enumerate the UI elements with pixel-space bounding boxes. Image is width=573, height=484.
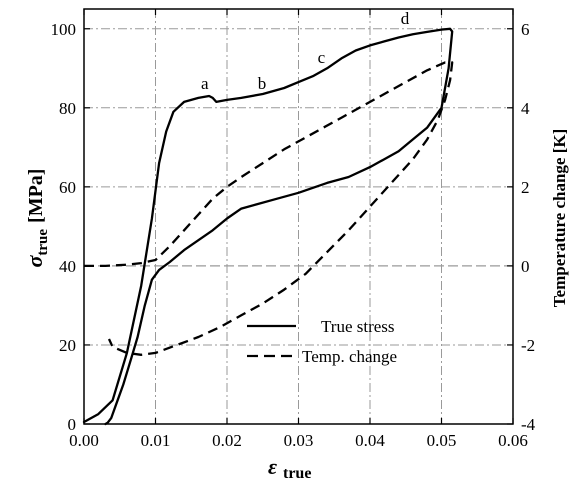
y-left-tick-label-5: 100 [51, 20, 77, 39]
y-left-axis-title: σtrue[MPa] [22, 169, 51, 268]
series-layer [82, 27, 454, 426]
annotation-a: a [201, 74, 209, 93]
y-right-tick-label-2: 0 [521, 257, 530, 276]
y-right-tick-labels: -4 -2 0 2 4 6 [521, 20, 536, 434]
x-axis-title: ε [268, 454, 277, 479]
x-axis-title-subscript: true [283, 465, 311, 482]
y-left-tick-label-3: 60 [59, 178, 76, 197]
y-left-tick-labels: 0 20 40 60 80 100 [51, 20, 77, 434]
x-tick-label-3: 0.03 [284, 431, 314, 450]
x-tick-labels: 0.00 0.01 0.02 0.03 0.04 0.05 0.06 [69, 431, 528, 450]
series-line-temp-change [84, 61, 454, 356]
ticks [83, 9, 514, 425]
x-tick-label-1: 0.01 [141, 431, 171, 450]
y-right-tick-label-1: -2 [521, 336, 535, 355]
annotations: a b c d [201, 9, 410, 93]
y-right-tick-label-3: 2 [521, 178, 530, 197]
legend: True stress Temp. change [247, 317, 397, 366]
x-tick-label-6: 0.06 [498, 431, 528, 450]
y-left-tick-label-0: 0 [68, 415, 77, 434]
y-right-axis-title: Temperature change [K] [550, 129, 569, 307]
annotation-c: c [318, 48, 326, 67]
series-line-true-stress [82, 27, 454, 426]
x-tick-label-0: 0.00 [69, 431, 99, 450]
x-tick-label-4: 0.04 [355, 431, 385, 450]
y-left-tick-label-2: 40 [59, 257, 76, 276]
x-tick-label-2: 0.02 [212, 431, 242, 450]
annotation-d: d [401, 9, 410, 28]
x-tick-label-5: 0.05 [427, 431, 457, 450]
y-right-tick-label-4: 4 [521, 99, 530, 118]
y-left-tick-label-1: 20 [59, 336, 76, 355]
legend-label-true-stress: True stress [321, 317, 395, 336]
annotation-b: b [258, 74, 267, 93]
y-left-tick-label-4: 80 [59, 99, 76, 118]
y-right-tick-label-0: -4 [521, 415, 536, 434]
legend-label-temp-change: Temp. change [302, 347, 397, 366]
y-right-tick-label-5: 6 [521, 20, 530, 39]
